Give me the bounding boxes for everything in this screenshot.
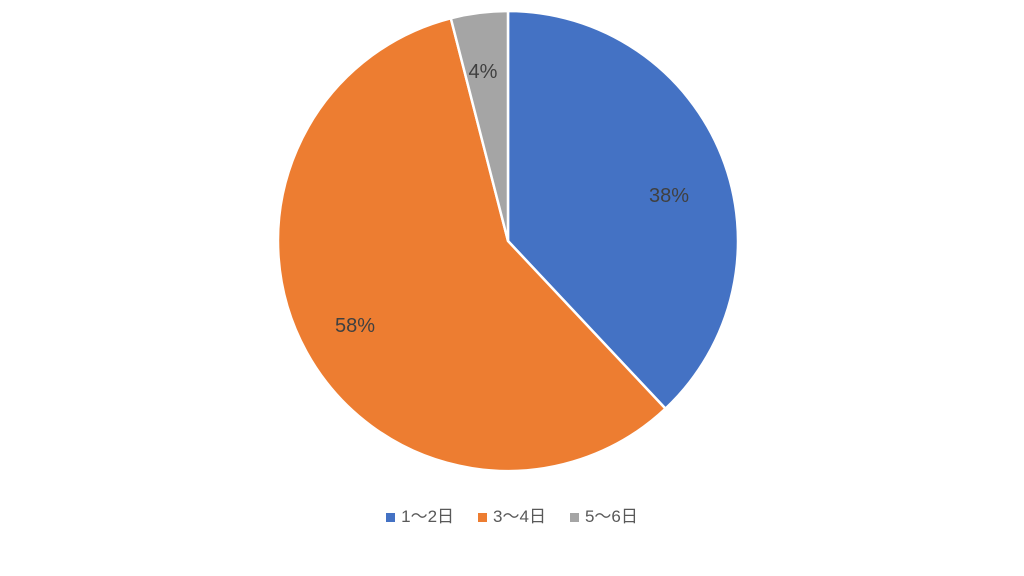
legend-swatch-blue-icon bbox=[386, 512, 396, 522]
legend-item-1-2-days[interactable]: 1～2日 bbox=[386, 508, 454, 525]
pie-slice-1[interactable] bbox=[506, 9, 740, 410]
legend-label: 1～2日 bbox=[401, 507, 455, 526]
pie-data-label-1: 38% bbox=[649, 185, 689, 207]
legend-item-5-6-days[interactable]: 5～6日 bbox=[569, 507, 638, 526]
pie-slice-3[interactable] bbox=[449, 9, 510, 243]
legend-swatch-gray-icon bbox=[569, 512, 579, 522]
legend-item-3-4-days[interactable]: 3～4日 bbox=[478, 508, 546, 525]
pie-slice-2[interactable] bbox=[276, 16, 667, 473]
legend-label: 3～4日 bbox=[493, 507, 546, 526]
legend-swatch-orange-icon bbox=[478, 512, 488, 522]
pie-data-label-2: 58% bbox=[335, 315, 375, 337]
pie-data-label-3: 4% bbox=[469, 61, 498, 83]
chart-legend: 1～2日 3～4日 5～6日 bbox=[0, 508, 1024, 525]
legend-label: 5～6日 bbox=[584, 507, 638, 526]
